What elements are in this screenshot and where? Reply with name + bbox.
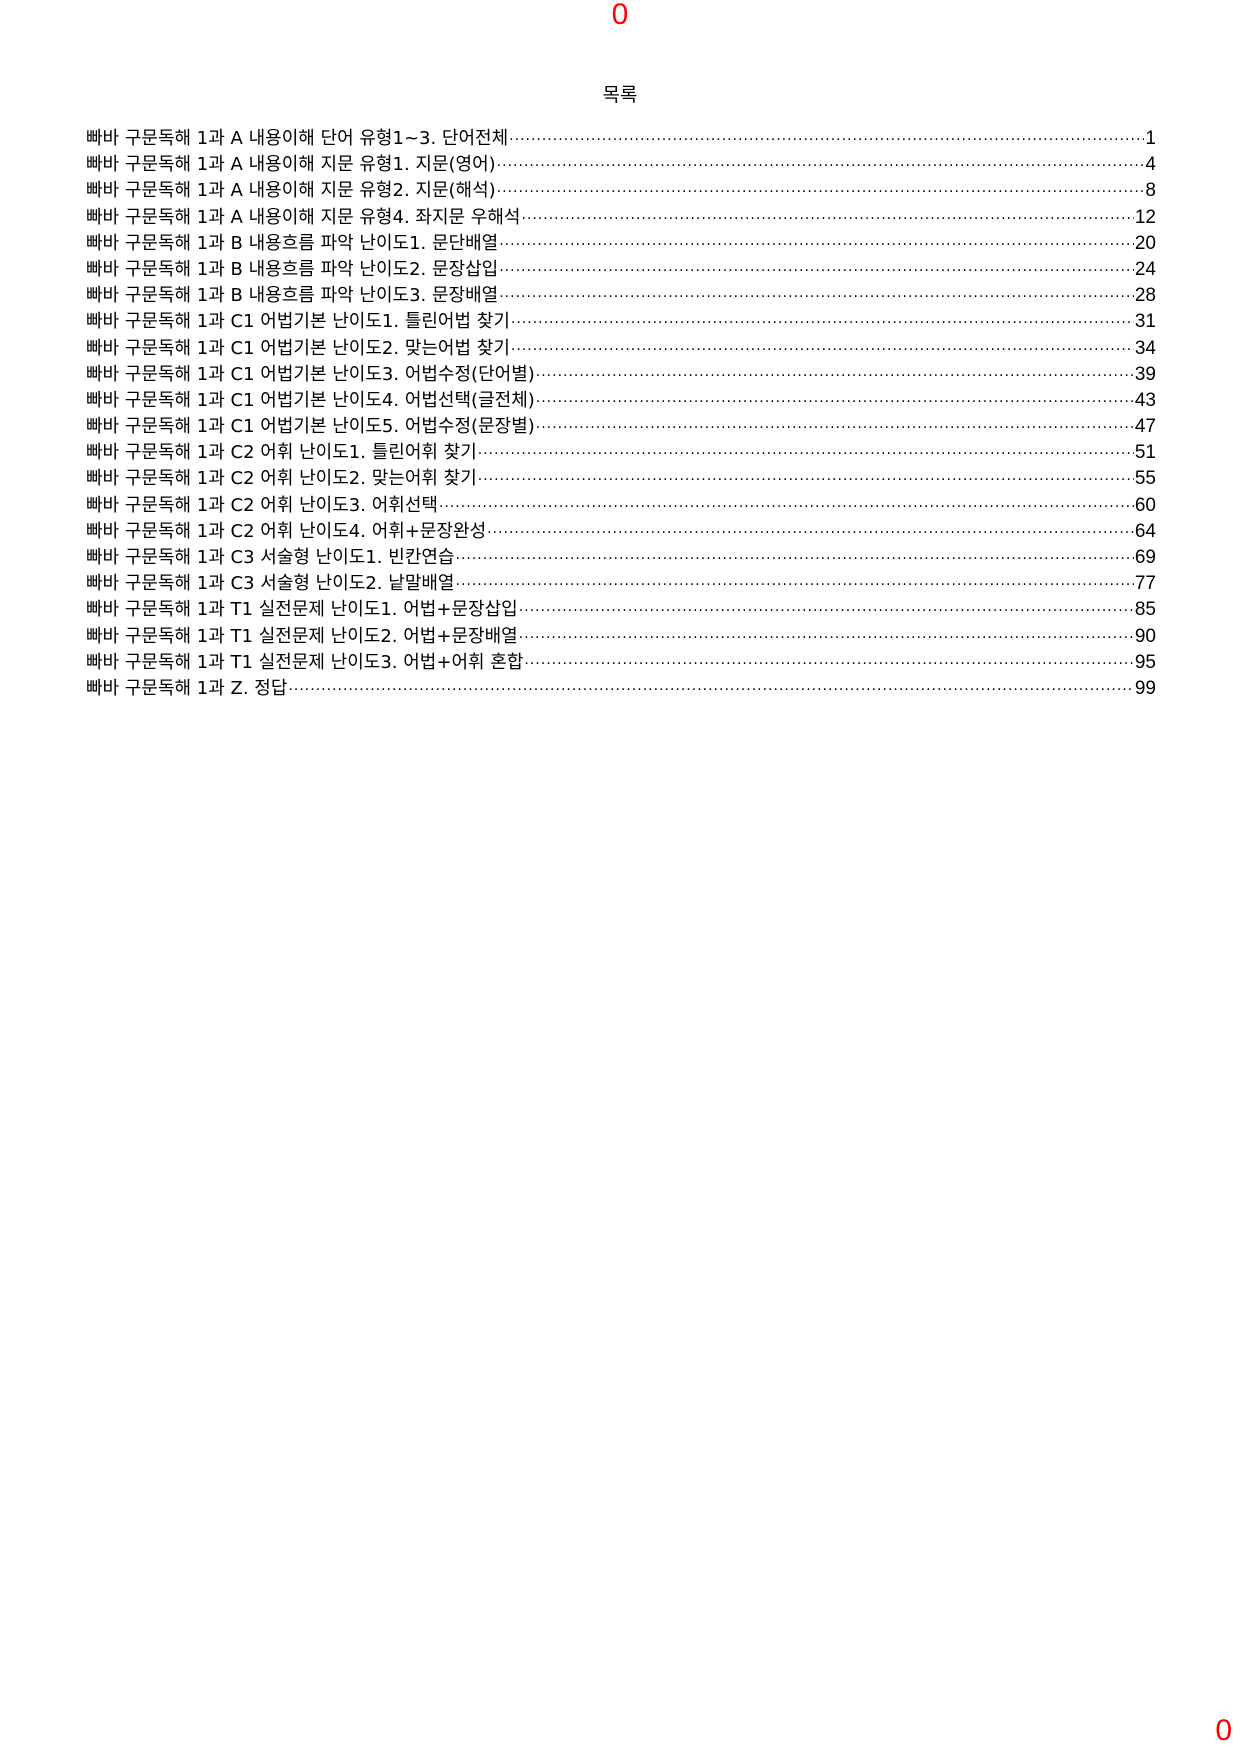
- toc-entry[interactable]: 빠바 구문독해 1과 C2 어휘 난이도4. 어휘+문장완성 64: [86, 517, 1156, 543]
- dot-leader: [456, 577, 1134, 593]
- toc-entry[interactable]: 빠바 구문독해 1과 C1 어법기본 난이도1. 틀린어법 찾기 31: [86, 307, 1156, 333]
- toc-entry[interactable]: 빠바 구문독해 1과 A 내용이해 단어 유형1~3. 단어전체 1: [86, 124, 1156, 150]
- dot-leader: [509, 132, 1144, 148]
- toc-entry-label: 빠바 구문독해 1과 Z. 정답: [86, 677, 288, 699]
- toc-entry[interactable]: 빠바 구문독해 1과 B 내용흐름 파악 난이도3. 문장배열 28: [86, 281, 1156, 307]
- toc-entry[interactable]: 빠바 구문독해 1과 T1 실전문제 난이도2. 어법+문장배열 90: [86, 622, 1156, 648]
- toc-entry-page: 51: [1134, 442, 1156, 464]
- table-of-contents: 빠바 구문독해 1과 A 내용이해 단어 유형1~3. 단어전체1빠바 구문독해…: [86, 124, 1156, 700]
- dot-leader: [499, 263, 1134, 279]
- toc-entry-page: 43: [1134, 389, 1156, 411]
- toc-entry-label: 빠바 구문독해 1과 C3 서술형 난이도1. 빈칸연습: [86, 547, 455, 568]
- toc-entry-page: 28: [1134, 285, 1156, 307]
- toc-entry-label: 빠바 구문독해 1과 B 내용흐름 파악 난이도1. 문단배열: [86, 232, 499, 254]
- toc-entry-page: 20: [1134, 232, 1156, 254]
- toc-entry[interactable]: 빠바 구문독해 1과 T1 실전문제 난이도3. 어법+어휘 혼합 95: [86, 648, 1156, 674]
- toc-entry-page: 24: [1134, 258, 1156, 280]
- toc-entry-label: 빠바 구문독해 1과 C1 어법기본 난이도3. 어법수정(단어별): [86, 363, 535, 385]
- toc-entry-page: 12: [1134, 206, 1156, 228]
- toc-entry[interactable]: 빠바 구문독해 1과 C1 어법기본 난이도4. 어법선택(글전체) 43: [86, 386, 1156, 412]
- toc-entry[interactable]: 빠바 구문독해 1과 C2 어휘 난이도2. 맞는어휘 찾기 55: [86, 464, 1156, 490]
- toc-entry-page: 39: [1134, 363, 1156, 385]
- toc-entry-page: 60: [1134, 494, 1156, 516]
- toc-entry[interactable]: 빠바 구문독해 1과 A 내용이해 지문 유형1. 지문(영어) 4: [86, 150, 1156, 176]
- toc-entry-page: 55: [1134, 468, 1156, 490]
- toc-entry-label: 빠바 구문독해 1과 C2 어휘 난이도1. 틀린어휘 찾기: [86, 442, 477, 464]
- toc-entry-page: 99: [1134, 677, 1156, 699]
- dot-leader: [499, 237, 1134, 253]
- toc-entry-label: 빠바 구문독해 1과 B 내용흐름 파악 난이도3. 문장배열: [86, 285, 499, 307]
- toc-entry[interactable]: 빠바 구문독해 1과 C1 어법기본 난이도3. 어법수정(단어별) 39: [86, 360, 1156, 386]
- dot-leader: [524, 656, 1133, 672]
- toc-entry-page: 34: [1134, 337, 1156, 359]
- toc-entry[interactable]: 빠바 구문독해 1과 C1 어법기본 난이도5. 어법수정(문장별) 47: [86, 412, 1156, 438]
- dot-leader: [519, 630, 1134, 646]
- toc-entry-label: 빠바 구문독해 1과 A 내용이해 지문 유형4. 좌지문 우해석: [86, 206, 521, 228]
- toc-entry[interactable]: 빠바 구문독해 1과 C1 어법기본 난이도2. 맞는어법 찾기 34: [86, 334, 1156, 360]
- dot-leader: [478, 472, 1134, 488]
- toc-entry-page: 95: [1134, 651, 1156, 673]
- toc-entry[interactable]: 빠바 구문독해 1과 C3 서술형 난이도2. 낱말배열 77: [86, 569, 1156, 595]
- page-number-bottom: 0: [1215, 1714, 1232, 1747]
- toc-entry[interactable]: 빠바 구문독해 1과 T1 실전문제 난이도1. 어법+문장삽입 85: [86, 595, 1156, 621]
- dot-leader: [536, 420, 1134, 436]
- toc-entry-label: 빠바 구문독해 1과 A 내용이해 지문 유형2. 지문(해석): [86, 180, 496, 202]
- toc-entry-label: 빠바 구문독해 1과 C1 어법기본 난이도1. 틀린어법 찾기: [86, 311, 510, 333]
- toc-entry-label: 빠바 구문독해 1과 C3 서술형 난이도2. 낱말배열: [86, 573, 455, 595]
- toc-entry[interactable]: 빠바 구문독해 1과 Z. 정답 99: [86, 674, 1156, 700]
- toc-entry-page: 1: [1145, 128, 1156, 149]
- dot-leader: [288, 682, 1133, 698]
- toc-entry-label: 빠바 구문독해 1과 T1 실전문제 난이도1. 어법+문장삽입: [86, 599, 518, 621]
- toc-entry-page: 8: [1145, 180, 1156, 202]
- toc-entry-label: 빠바 구문독해 1과 C2 어휘 난이도3. 어휘선택: [86, 494, 438, 516]
- dot-leader: [487, 525, 1134, 541]
- toc-entry-label: 빠바 구문독해 1과 C1 어법기본 난이도5. 어법수정(문장별): [86, 416, 535, 438]
- toc-entry-label: 빠바 구문독해 1과 A 내용이해 지문 유형1. 지문(영어): [86, 154, 496, 176]
- toc-entry[interactable]: 빠바 구문독해 1과 B 내용흐름 파악 난이도1. 문단배열 20: [86, 229, 1156, 255]
- toc-entry-page: 90: [1134, 625, 1156, 647]
- toc-entry-page: 77: [1134, 573, 1156, 595]
- toc-entry-page: 47: [1134, 416, 1156, 438]
- toc-title: 목록: [602, 84, 638, 106]
- dot-leader: [439, 499, 1134, 515]
- toc-entry-label: 빠바 구문독해 1과 C1 어법기본 난이도2. 맞는어법 찾기: [86, 337, 510, 359]
- dot-leader: [499, 289, 1134, 305]
- dot-leader: [456, 551, 1134, 567]
- toc-entry-label: 빠바 구문독해 1과 A 내용이해 단어 유형1~3. 단어전체: [86, 128, 509, 149]
- toc-entry-page: 69: [1134, 547, 1156, 568]
- page-number-top: 0: [611, 0, 629, 31]
- dot-leader: [536, 394, 1134, 410]
- toc-entry-label: 빠바 구문독해 1과 T1 실전문제 난이도3. 어법+어휘 혼합: [86, 651, 524, 673]
- dot-leader: [536, 368, 1134, 384]
- dot-leader: [497, 158, 1145, 174]
- dot-leader: [519, 603, 1134, 619]
- toc-entry[interactable]: 빠바 구문독해 1과 C2 어휘 난이도3. 어휘선택 60: [86, 491, 1156, 517]
- dot-leader: [478, 446, 1134, 462]
- toc-entry-label: 빠바 구문독해 1과 B 내용흐름 파악 난이도2. 문장삽입: [86, 258, 499, 280]
- toc-entry[interactable]: 빠바 구문독해 1과 B 내용흐름 파악 난이도2. 문장삽입 24: [86, 255, 1156, 281]
- toc-entry-label: 빠바 구문독해 1과 C2 어휘 난이도4. 어휘+문장완성: [86, 520, 487, 542]
- toc-entry-label: 빠바 구문독해 1과 C2 어휘 난이도2. 맞는어휘 찾기: [86, 468, 477, 490]
- toc-entry-label: 빠바 구문독해 1과 T1 실전문제 난이도2. 어법+문장배열: [86, 625, 518, 647]
- toc-entry[interactable]: 빠바 구문독해 1과 A 내용이해 지문 유형4. 좌지문 우해석 12: [86, 203, 1156, 229]
- toc-entry[interactable]: 빠바 구문독해 1과 A 내용이해 지문 유형2. 지문(해석) 8: [86, 176, 1156, 202]
- toc-entry-page: 31: [1134, 311, 1156, 333]
- toc-entry[interactable]: 빠바 구문독해 1과 C3 서술형 난이도1. 빈칸연습 69: [86, 543, 1156, 569]
- toc-entry-page: 85: [1134, 599, 1156, 621]
- toc-entry-page: 4: [1145, 154, 1156, 176]
- toc-entry-page: 64: [1134, 520, 1156, 542]
- dot-leader: [511, 315, 1134, 331]
- toc-entry-label: 빠바 구문독해 1과 C1 어법기본 난이도4. 어법선택(글전체): [86, 389, 535, 411]
- toc-entry[interactable]: 빠바 구문독해 1과 C2 어휘 난이도1. 틀린어휘 찾기 51: [86, 438, 1156, 464]
- dot-leader: [521, 211, 1133, 227]
- dot-leader: [511, 342, 1134, 358]
- dot-leader: [497, 184, 1145, 200]
